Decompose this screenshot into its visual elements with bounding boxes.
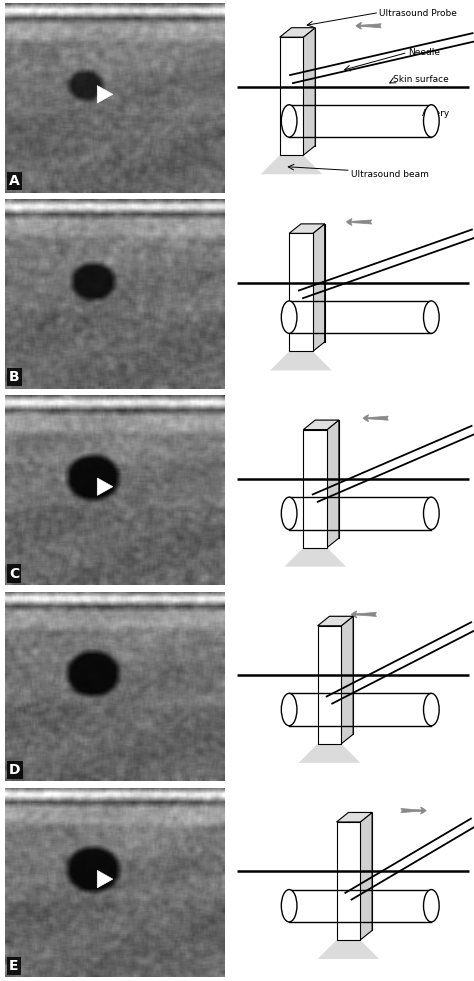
Text: D: D <box>9 763 21 777</box>
Polygon shape <box>292 27 315 145</box>
Polygon shape <box>348 812 372 930</box>
Polygon shape <box>329 616 353 734</box>
Polygon shape <box>299 744 360 763</box>
Polygon shape <box>270 351 332 371</box>
Text: B: B <box>9 371 20 385</box>
Polygon shape <box>97 478 113 495</box>
Ellipse shape <box>281 694 297 726</box>
Ellipse shape <box>424 890 439 922</box>
Text: Ultrasound Probe: Ultrasound Probe <box>379 9 457 18</box>
Ellipse shape <box>424 105 439 137</box>
Polygon shape <box>337 812 372 822</box>
Polygon shape <box>360 812 372 940</box>
Polygon shape <box>289 233 313 351</box>
Polygon shape <box>327 420 339 547</box>
Text: Ultrasound beam: Ultrasound beam <box>351 170 428 179</box>
Polygon shape <box>337 822 360 940</box>
Text: Artery: Artery <box>422 109 450 118</box>
Polygon shape <box>284 547 346 567</box>
Polygon shape <box>303 27 315 155</box>
Polygon shape <box>315 420 339 538</box>
Polygon shape <box>303 420 339 430</box>
Text: Needle: Needle <box>408 48 440 57</box>
Polygon shape <box>280 37 303 155</box>
Polygon shape <box>289 224 325 233</box>
Polygon shape <box>318 616 353 626</box>
Ellipse shape <box>281 497 297 530</box>
Text: A: A <box>9 175 20 188</box>
Polygon shape <box>313 224 325 351</box>
Polygon shape <box>318 940 379 959</box>
Polygon shape <box>318 626 341 744</box>
Text: E: E <box>9 959 18 973</box>
Ellipse shape <box>424 301 439 334</box>
Polygon shape <box>280 27 315 37</box>
Text: Skin surface: Skin surface <box>393 75 449 83</box>
Polygon shape <box>261 155 322 175</box>
Polygon shape <box>303 430 327 547</box>
Polygon shape <box>97 85 113 103</box>
Polygon shape <box>341 616 353 744</box>
Ellipse shape <box>281 105 297 137</box>
Text: C: C <box>9 567 19 581</box>
Polygon shape <box>97 870 113 888</box>
Polygon shape <box>301 224 325 342</box>
Ellipse shape <box>281 890 297 922</box>
Ellipse shape <box>281 301 297 334</box>
Ellipse shape <box>424 497 439 530</box>
Ellipse shape <box>424 694 439 726</box>
